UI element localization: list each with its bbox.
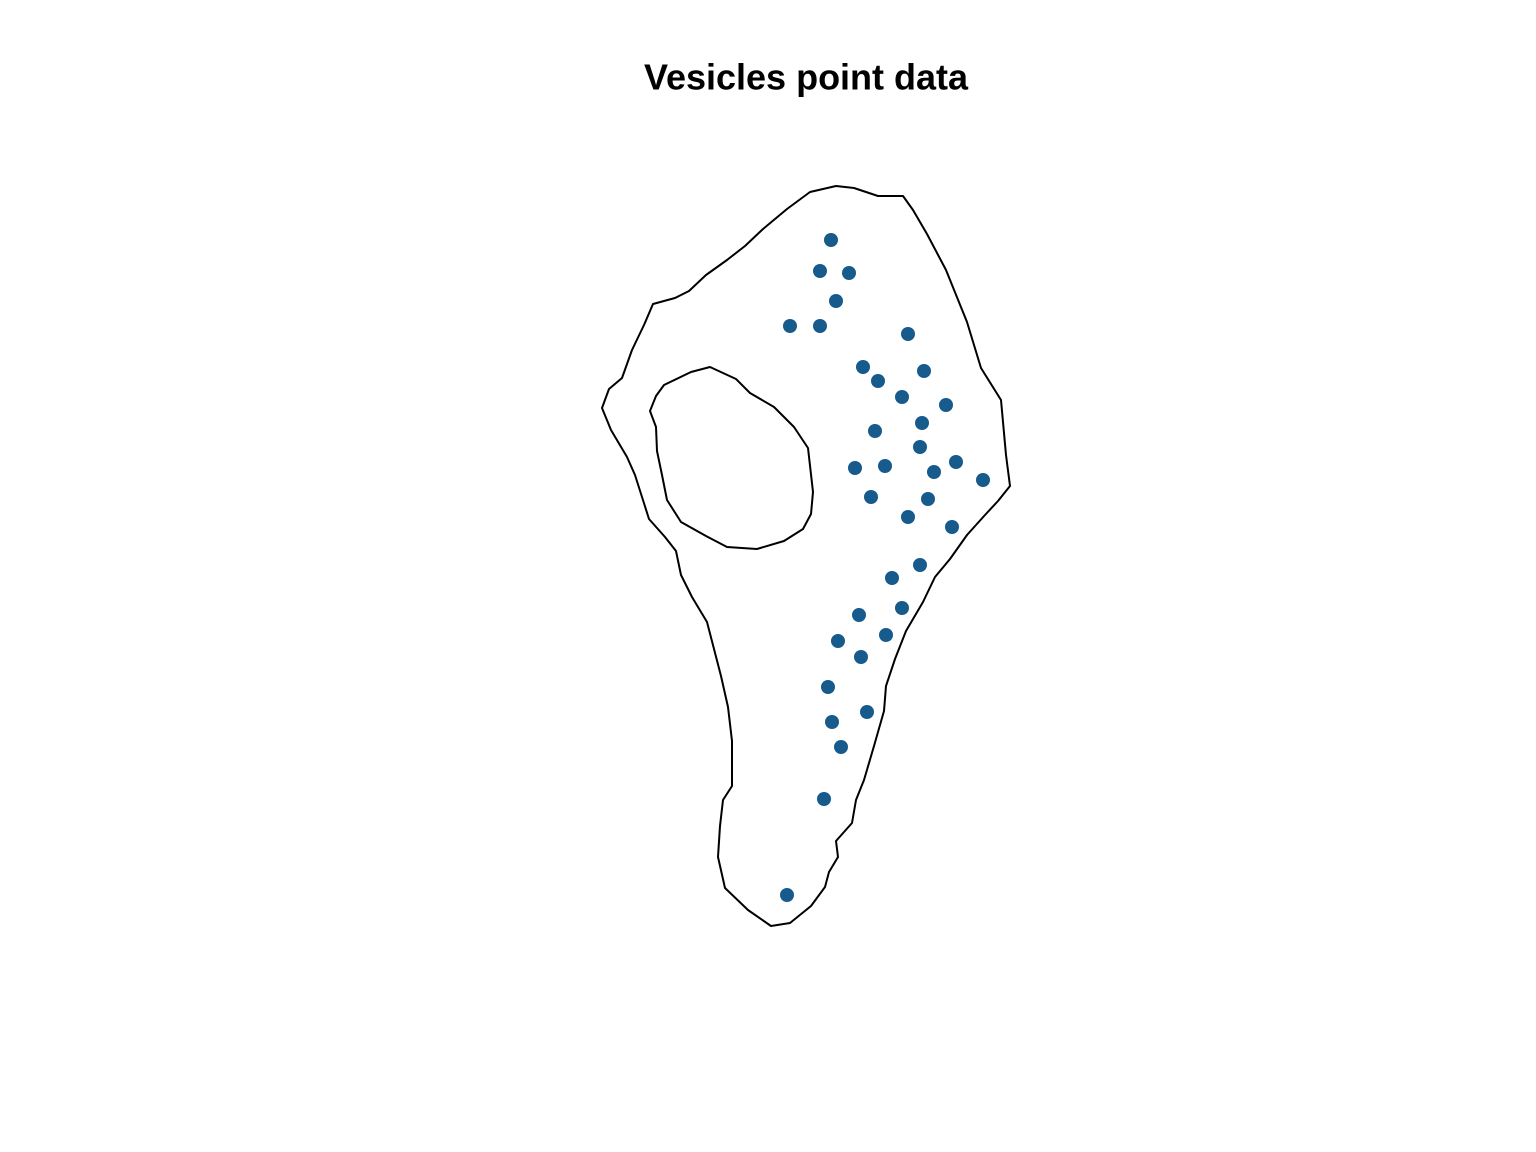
point — [860, 705, 874, 719]
point — [921, 492, 935, 506]
point — [895, 390, 909, 404]
point — [852, 608, 866, 622]
point — [829, 294, 843, 308]
point — [780, 888, 794, 902]
point — [939, 398, 953, 412]
point — [976, 473, 990, 487]
point — [915, 416, 929, 430]
point — [817, 792, 831, 806]
point — [813, 319, 827, 333]
point — [913, 440, 927, 454]
point — [878, 459, 892, 473]
point — [824, 233, 838, 247]
point — [927, 465, 941, 479]
point — [901, 327, 915, 341]
point — [879, 628, 893, 642]
point — [871, 374, 885, 388]
point — [901, 510, 915, 524]
point — [913, 558, 927, 572]
point — [821, 680, 835, 694]
point — [917, 364, 931, 378]
point — [842, 266, 856, 280]
point — [848, 461, 862, 475]
point — [945, 520, 959, 534]
window-outline — [601, 185, 1011, 927]
point — [885, 571, 899, 585]
point — [783, 319, 797, 333]
point — [864, 490, 878, 504]
point — [831, 634, 845, 648]
point — [856, 360, 870, 374]
point — [949, 455, 963, 469]
point — [825, 715, 839, 729]
point — [868, 424, 882, 438]
point — [834, 740, 848, 754]
point — [895, 601, 909, 615]
point — [813, 264, 827, 278]
point — [854, 650, 868, 664]
chart-title: Vesicles point data — [644, 57, 969, 98]
